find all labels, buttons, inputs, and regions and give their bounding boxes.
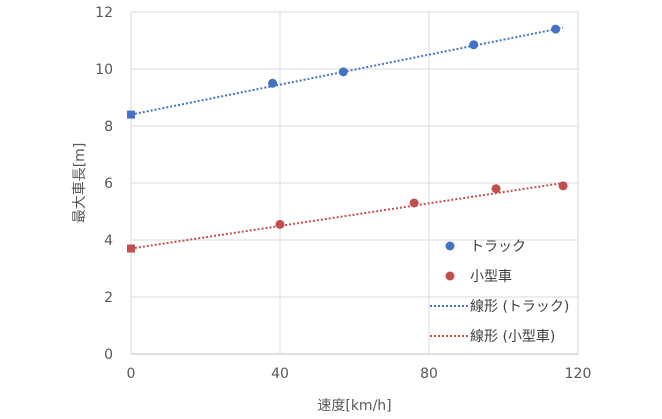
legend-label-3: 線形 (小型車)	[470, 328, 555, 345]
data-point-0-3	[551, 24, 561, 34]
data-point-0-2	[469, 40, 479, 50]
legend-label-2: 線形 (トラック)	[470, 299, 569, 315]
x-tick-label-0: 0	[127, 366, 136, 382]
x-tick-label-2: 80	[420, 366, 438, 382]
data-point-0-1	[338, 67, 348, 77]
data-point-1-0	[275, 219, 285, 229]
data-point-0-0	[268, 78, 278, 88]
x-axis-title: 速度[km/h]	[317, 398, 391, 414]
legend-label-1: 小型車	[470, 268, 512, 285]
y-tick-label-2: 4	[104, 233, 113, 249]
legend-marker-0	[445, 241, 455, 251]
y-tick-label-4: 8	[104, 119, 113, 135]
x-tick-label-1: 40	[271, 366, 289, 382]
trendline-1	[130, 182, 564, 250]
y-tick-label-1: 2	[104, 290, 113, 306]
y-tick-label-5: 10	[95, 62, 113, 78]
y-tick-label-3: 6	[104, 176, 113, 192]
y-tick-label-6: 12	[95, 5, 113, 21]
data-point-1-3	[558, 181, 568, 191]
trendline-intercept-marker-0	[127, 110, 135, 119]
legend-marker-1	[445, 271, 455, 281]
y-axis-title: 最大車長[m]	[71, 143, 88, 224]
trendline-intercept-marker-1	[127, 244, 135, 253]
data-point-1-2	[491, 184, 501, 194]
data-point-1-1	[409, 198, 419, 208]
legend-label-0: トラック	[470, 239, 526, 255]
y-tick-label-0: 0	[104, 347, 113, 363]
x-tick-label-3: 120	[565, 366, 592, 382]
